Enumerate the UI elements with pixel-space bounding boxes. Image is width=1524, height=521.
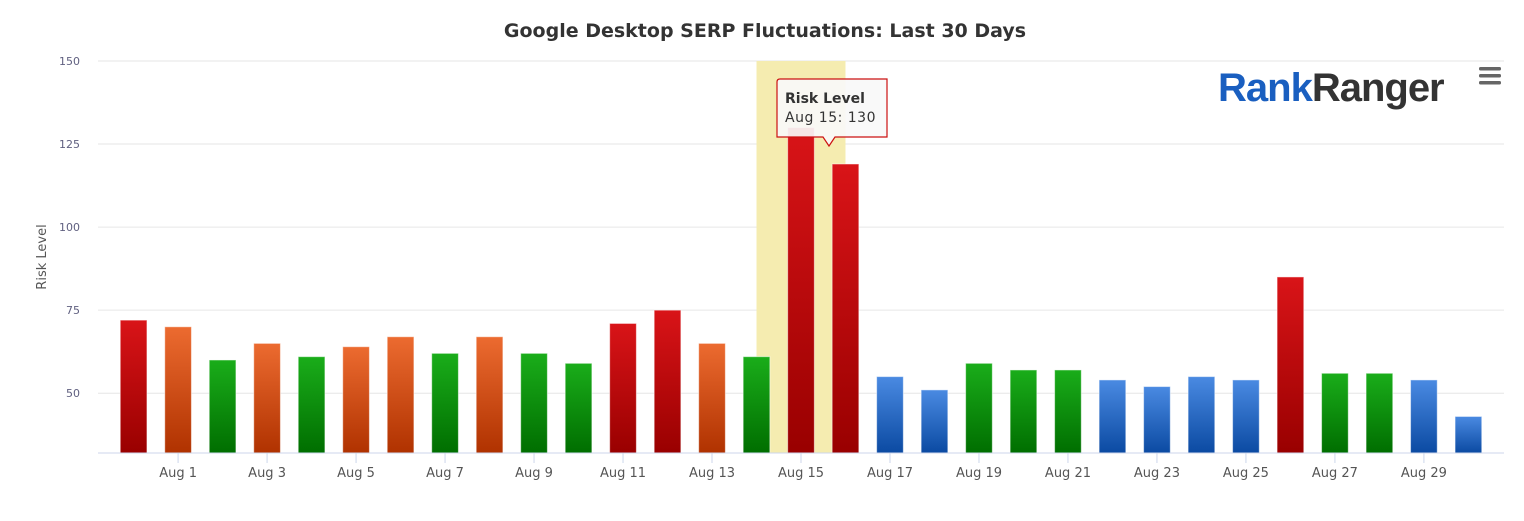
bar[interactable] [1276, 276, 1305, 454]
bar[interactable] [386, 336, 415, 454]
bar[interactable] [653, 309, 682, 454]
bar[interactable] [831, 163, 860, 454]
x-tick-label: Aug 13 [689, 466, 735, 481]
bar[interactable] [1454, 415, 1483, 454]
bar[interactable] [1187, 376, 1216, 454]
bar[interactable] [1009, 369, 1038, 454]
x-tick-label: Aug 7 [426, 466, 464, 481]
x-tick-label: Aug 23 [1134, 466, 1180, 481]
hamburger-menu-icon[interactable] [1470, 60, 1510, 90]
x-tick-label: Aug 1 [159, 466, 197, 481]
bar[interactable] [876, 376, 904, 454]
bar[interactable] [787, 126, 815, 454]
bar[interactable] [208, 359, 237, 454]
bar[interactable] [520, 352, 548, 454]
tooltip: Risk Level Aug 15: 130 [776, 78, 888, 148]
bar[interactable] [609, 322, 637, 454]
bar[interactable] [1098, 379, 1127, 454]
x-tick-label: Aug 27 [1312, 466, 1358, 481]
x-tick-label: Aug 3 [248, 466, 286, 481]
bar[interactable] [1054, 369, 1082, 454]
y-tick-label: 50 [66, 387, 80, 400]
x-tick-label: Aug 9 [515, 466, 553, 481]
logo: RankRanger [1218, 66, 1445, 110]
bar[interactable] [431, 352, 459, 454]
bar[interactable] [965, 362, 993, 454]
y-tick-label: 100 [59, 221, 80, 234]
bar[interactable] [564, 362, 593, 454]
logo-rank: Rank [1218, 66, 1314, 110]
y-tick-label: 150 [59, 55, 80, 68]
bar[interactable] [1410, 379, 1438, 454]
bar[interactable] [119, 319, 148, 454]
bar[interactable] [253, 342, 281, 454]
bar[interactable] [1143, 386, 1171, 454]
x-tick-label: Aug 25 [1223, 466, 1269, 481]
bar[interactable] [1321, 372, 1349, 454]
tooltip-value: Aug 15: 130 [785, 110, 876, 126]
bar[interactable] [1365, 372, 1394, 454]
bar[interactable] [742, 356, 771, 454]
x-axis: Aug 1 Aug 3 Aug 5 Aug 7 Aug 9 Aug 11 Aug 13 Aug… [159, 453, 1447, 481]
svg-text:RankRanger: RankRanger [1218, 66, 1444, 110]
bar[interactable] [164, 326, 192, 454]
x-tick-label: Aug 21 [1045, 466, 1091, 481]
y-axis-label: Risk Level [35, 224, 50, 289]
bar[interactable] [698, 342, 726, 454]
x-tick-label: Aug 29 [1401, 466, 1447, 481]
x-tick-label: Aug 11 [600, 466, 646, 481]
x-tick-label: Aug 5 [337, 466, 375, 481]
x-tick-label: Aug 19 [956, 466, 1002, 481]
bar[interactable] [297, 356, 326, 454]
bars [119, 126, 1483, 454]
x-tick-label: Aug 17 [867, 466, 913, 481]
bar[interactable] [920, 389, 949, 454]
x-tick-label: Aug 15 [778, 466, 824, 481]
tooltip-series: Risk Level [785, 91, 865, 107]
logo-ranger: Ranger [1312, 66, 1444, 110]
y-tick-label: 125 [59, 138, 80, 151]
chart-title: Google Desktop SERP Fluctuations: Last 3… [504, 20, 1026, 42]
y-tick-label: 75 [66, 304, 80, 317]
bar[interactable] [1232, 379, 1260, 454]
bar[interactable] [475, 336, 504, 454]
bar[interactable] [342, 346, 370, 454]
